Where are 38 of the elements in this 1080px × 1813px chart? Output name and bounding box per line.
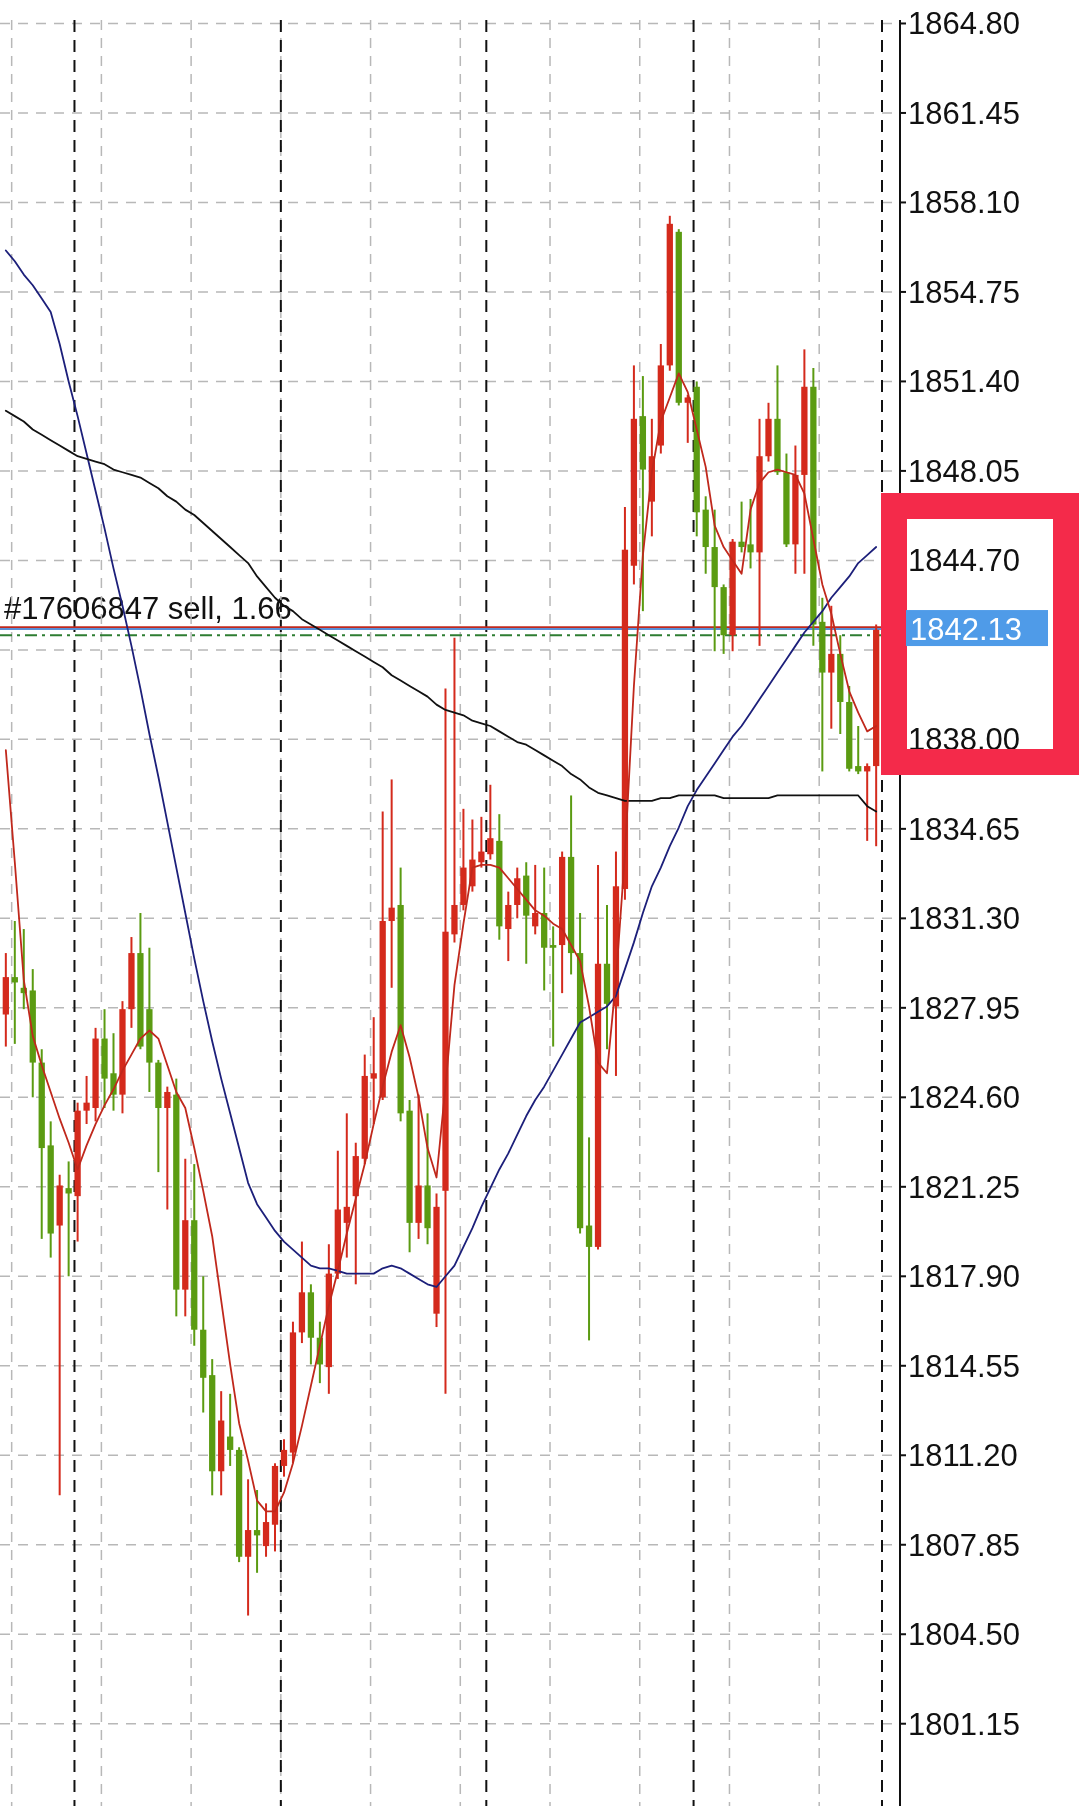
candlestick	[487, 783, 494, 861]
y-tick-label: 1801.15	[908, 1706, 1021, 1742]
candlestick	[747, 497, 754, 570]
y-tick-label: 1831.30	[908, 901, 1021, 937]
candlestick	[164, 1085, 171, 1211]
candlestick	[828, 604, 835, 730]
candlestick	[738, 500, 745, 554]
y-tick-label: 1861.45	[908, 95, 1021, 131]
y-tick-label: 1811.20	[908, 1438, 1018, 1474]
y-tick-label: 1817.90	[908, 1259, 1021, 1295]
y-tick-label: 1834.65	[908, 811, 1021, 847]
candlestick	[585, 1136, 593, 1342]
candlestick	[65, 1160, 72, 1278]
ref-line-label: 1842.13	[910, 611, 1023, 647]
y-tick-label: 1804.50	[908, 1617, 1021, 1653]
candlestick	[550, 925, 557, 1048]
y-tick-label: 1854.75	[908, 274, 1021, 310]
line-series	[4, 372, 878, 1513]
candlestick	[110, 1032, 117, 1112]
candlestick	[83, 1074, 90, 1126]
y-tick-label: 1848.05	[908, 453, 1021, 489]
candlestick	[343, 1112, 350, 1259]
y-tick-label: 1851.40	[908, 364, 1021, 400]
candlestick	[451, 636, 458, 944]
y-tick-label: 1821.25	[908, 1169, 1021, 1205]
candlestick	[388, 778, 395, 989]
y-tick-label: 1844.70	[908, 543, 1021, 579]
y-tick-label: 1864.80	[908, 6, 1021, 42]
y-tick-label: 1807.85	[908, 1527, 1021, 1563]
y-tick-label: 1824.60	[908, 1080, 1021, 1116]
candlestick	[532, 863, 539, 936]
y-tick-label: 1858.10	[908, 185, 1021, 221]
candlestick	[227, 1392, 234, 1467]
y-tick-label: 1814.55	[908, 1348, 1021, 1384]
line-series	[4, 249, 878, 1288]
candlestick	[478, 815, 485, 869]
y-tick-label: 1827.95	[908, 990, 1021, 1026]
candlestick	[280, 1438, 288, 1478]
